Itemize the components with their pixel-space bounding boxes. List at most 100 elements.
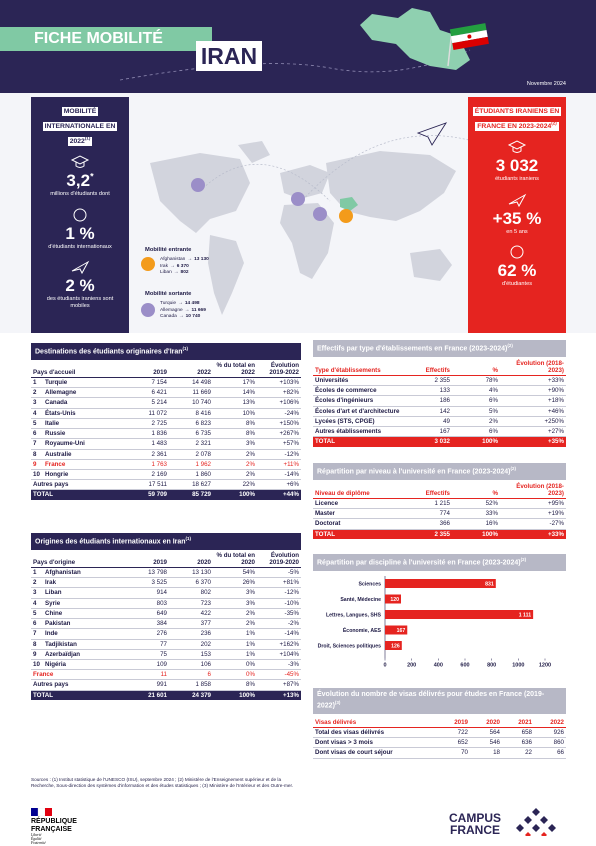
value-cell: +82% — [283, 389, 299, 397]
value-cell: 18 — [493, 749, 500, 757]
value-cell: 78% — [485, 377, 498, 385]
diamonds — [516, 808, 556, 832]
name-cell: Dont visas > 3 mois — [315, 739, 373, 747]
rank-cell: 10 — [33, 470, 40, 478]
legend-value: 802 — [180, 270, 189, 275]
value-cell: 1% — [246, 640, 255, 648]
marianne-flag — [31, 808, 52, 816]
value-cell: 11 669 — [192, 389, 211, 397]
name-cell: Italie — [45, 419, 60, 427]
name-cell: Pakistan — [45, 620, 71, 628]
value-cell: +19% — [548, 510, 564, 518]
x-tick-label: 400 — [434, 663, 443, 669]
value-cell: +18% — [548, 397, 564, 405]
value-cell: 4% — [489, 387, 498, 395]
motto-line: Liberté — [31, 833, 42, 837]
legend-item: Liban → 802 — [160, 270, 209, 277]
table-row: 8 Tadjikistan 77 202 1% +162% — [31, 639, 301, 650]
title-banner: FICHE MOBILITÉ — [0, 27, 212, 51]
table-row: 7 Royaume-Uni 1 483 2 321 3% +57% — [31, 439, 301, 449]
value-cell: +11% — [283, 460, 299, 468]
name-cell: Autres pays — [33, 481, 69, 489]
name-cell: Universités — [315, 377, 349, 385]
table-row: Autres pays 991 1 858 8% +87% — [31, 680, 301, 691]
value-cell: +267% — [279, 430, 299, 438]
rank-cell: 6 — [33, 430, 37, 438]
section-title-ref: (1) — [185, 536, 192, 541]
stat-icon — [73, 208, 87, 222]
name-cell: France — [33, 671, 54, 679]
table-row: Écoles d'ingénieurs 186 6% +18% — [313, 396, 566, 407]
column-header: 2020 — [197, 559, 211, 567]
legend-sep: → — [170, 263, 175, 269]
table-row: Licence 1 215 52% +95% — [313, 499, 566, 509]
table-row: 10 Hongrie 2 169 1 860 2% -14% — [31, 469, 301, 480]
column-header: 2019 — [153, 559, 167, 567]
data-table: Pays d'origine 2019 2020 % du total en 2020… — [31, 552, 301, 700]
value-cell: +81% — [283, 579, 299, 587]
value-cell: +250% — [544, 417, 564, 425]
flag-emblem — [467, 34, 472, 39]
discipline-block: Répartition par discipline à l'universit… — [313, 554, 566, 673]
world-panel: MOBILITÉ INTERNATIONALE EN 2022(1) 3,2* m… — [31, 97, 129, 333]
section-title-ref: (1) — [182, 346, 189, 351]
name-cell: Allemagne — [45, 389, 77, 397]
x-tick-label: 0 — [383, 663, 386, 669]
table-row: 2 Allemagne 6 421 11 669 14% +82% — [31, 388, 301, 398]
column-header: Effectifs — [425, 367, 450, 375]
total-row: TOTAL 59 709 85 729 100% +44% — [31, 489, 301, 500]
value-cell: 6 — [207, 671, 211, 679]
value-cell: 8 416 — [195, 409, 211, 417]
name-cell: Lycées (STS, CPGE) — [315, 417, 375, 425]
d — [532, 808, 540, 816]
value-cell: 3 525 — [151, 579, 167, 587]
legend-outgoing: Turquie → 14 498 Allemagne → 11 669 Canada → 10 … — [160, 301, 206, 321]
value-cell: 991 — [156, 681, 167, 689]
name-cell: TOTAL — [33, 491, 54, 499]
value-cell: 142 — [439, 407, 450, 415]
stat-value: 2 % — [31, 276, 129, 296]
value-cell: 2 078 — [195, 450, 211, 458]
column-header: 2019 — [454, 719, 468, 727]
stat-value: 3 032 — [468, 156, 566, 176]
table-row: 7 Inde 276 236 1% -14% — [31, 629, 301, 639]
value-cell: 2% — [246, 450, 255, 458]
value-cell: +6% — [286, 481, 299, 489]
x-tick-label: 1200 — [539, 663, 551, 669]
value-cell: +44% — [283, 491, 299, 499]
header-row: Visas délivrés 2019 2020 2021 2022 — [313, 717, 566, 728]
date: Novembre 2024 — [526, 81, 566, 87]
name-cell: Dont visas de court séjour — [315, 749, 393, 757]
value-label: 831 — [485, 582, 494, 588]
value-cell: 658 — [521, 729, 532, 737]
value-cell: 52% — [485, 500, 498, 508]
table-row: France 11 6 0% -45% — [31, 670, 301, 680]
stat-note: * — [90, 171, 94, 182]
x-tick-label: 600 — [460, 663, 469, 669]
stat-number: 2 % — [65, 275, 95, 295]
stat-icon — [510, 245, 524, 259]
rank-cell: 6 — [33, 620, 37, 628]
value-cell: 11 072 — [148, 409, 167, 417]
world-title: MOBILITÉ INTERNATIONALE EN 2022(1) — [42, 107, 118, 147]
icon-globe — [510, 245, 524, 259]
world-title-text: MOBILITÉ INTERNATIONALE EN 2022 — [44, 108, 116, 146]
legend-country: Canada — [160, 314, 177, 319]
total-row: TOTAL 3 032 100% +35% — [313, 436, 566, 447]
table-row: 4 États-Unis 11 072 8 416 10% -24% — [31, 408, 301, 419]
table-row: 4 Syrie 803 723 3% -10% — [31, 598, 301, 609]
data-table: Type d'établissements Effectifs% Évolution… — [313, 360, 566, 447]
column-header: % — [492, 490, 498, 498]
legend-sep: → — [187, 257, 193, 262]
flow-line — [199, 163, 331, 202]
value-cell: 722 — [457, 729, 468, 737]
world-title-wrap: MOBILITÉ INTERNATIONALE EN 2022(1) — [31, 103, 129, 148]
x-tick-label: 800 — [487, 663, 496, 669]
levels-block: Répartition par niveau à l'université en… — [313, 463, 566, 539]
d — [525, 832, 531, 836]
column-header: % du total en 2020 — [216, 552, 256, 567]
table-row: 9 France 1 763 1 962 2% +11% — [31, 459, 301, 470]
stat-label: d'étudiantes — [502, 280, 532, 287]
value-cell: +106% — [279, 399, 299, 407]
table-row: Dont visas de court séjour 70 18 22 66 — [313, 748, 566, 759]
